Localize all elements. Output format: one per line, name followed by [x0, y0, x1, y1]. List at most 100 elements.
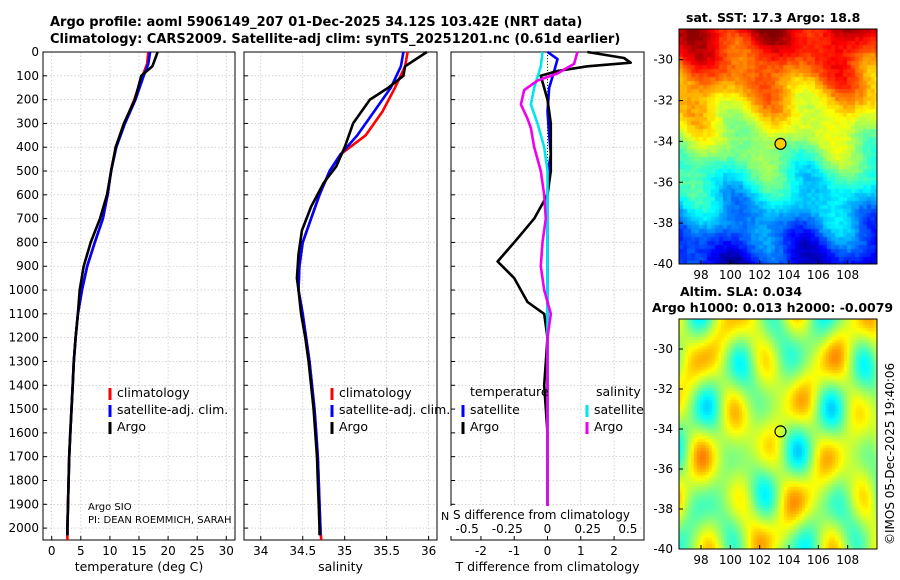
map-y-tick-label: -30	[653, 53, 673, 67]
legend-sal-argo-label: Argo	[594, 419, 623, 434]
top-axis-tick-label: 0.5	[618, 522, 637, 536]
series-line-salinity-argo	[519, 51, 579, 536]
y-tick-label: 400	[16, 140, 39, 154]
y-tick-label: 1700	[8, 450, 39, 464]
sla-map-subtitle: Argo h1000: 0.013 h2000: -0.0079	[652, 300, 894, 315]
top-axis-label: S difference from climatology	[453, 508, 630, 522]
map-x-tick-label: 106	[807, 553, 830, 567]
top-axis-tick-label: 0	[544, 522, 552, 536]
x-tick-label: 30	[219, 544, 234, 558]
x-tick-label: 1	[577, 544, 585, 558]
y-tick-label: 300	[16, 116, 39, 130]
map-x-tick-label: 98	[693, 268, 708, 282]
sla-map-title: Altim. SLA: 0.034	[680, 284, 803, 299]
x-tick-label: 34	[253, 544, 268, 558]
y-tick-label: 700	[16, 212, 39, 226]
top-axis-tick-label: -0.25	[492, 522, 523, 536]
y-tick-label: 1600	[8, 426, 39, 440]
map-x-tick-label: 100	[719, 268, 742, 282]
legend-header-salinity: salinity	[596, 384, 641, 399]
legend-temp-satellite-label: satellite	[470, 402, 520, 417]
x-tick-label: 34.5	[289, 544, 316, 558]
legend-sal-satellite-label: satellite	[594, 402, 644, 417]
map-y-tick-label: -34	[653, 422, 673, 436]
x-tick-label: 35	[337, 544, 352, 558]
series-line-temperature-satellite	[546, 50, 559, 536]
map-frame	[678, 28, 878, 265]
series-line-satellite-adj-clim-	[297, 51, 405, 536]
x-tick-label: 35.5	[373, 544, 400, 558]
axes-frame	[243, 51, 438, 541]
legend-satellite-label: satellite-adj. clim.	[339, 402, 450, 417]
legend-header-temperature: temperature	[470, 384, 549, 399]
x-axis-label: temperature (deg C)	[75, 559, 204, 574]
y-tick-label: 500	[16, 164, 39, 178]
series-line-temperature-argo	[496, 50, 633, 536]
y-tick-label: 100	[16, 69, 39, 83]
x-tick-label: 0	[48, 544, 56, 558]
legend-argo-label: Argo	[117, 419, 146, 434]
y-tick-label: 1100	[8, 307, 39, 321]
x-tick-label: 20	[160, 544, 175, 558]
legend-climatology-label: climatology	[117, 385, 190, 400]
top-axis-tick-label: -0.5	[455, 522, 478, 536]
legend-climatology-label: climatology	[339, 385, 412, 400]
y-tick-label: 1200	[8, 331, 39, 345]
x-tick-label: 5	[77, 544, 85, 558]
series-line-argo	[295, 50, 428, 536]
map-x-tick-label: 108	[836, 268, 859, 282]
y-tick-label: 1400	[8, 378, 39, 392]
map-y-tick-label: -40	[653, 542, 673, 556]
legend-argo-label: Argo	[339, 419, 368, 434]
map-y-tick-label: -38	[653, 216, 673, 230]
map-y-tick-label: -32	[653, 94, 673, 108]
map-x-tick-label: 108	[836, 553, 859, 567]
sla-heatmap	[679, 319, 877, 549]
title-line2: Climatology: CARS2009. Satellite-adj cli…	[50, 32, 621, 47]
title-line1: Argo profile: aoml 5906149_207 01-Dec-20…	[50, 15, 583, 30]
y-tick-label: 1000	[8, 283, 39, 297]
map-x-tick-label: 104	[778, 553, 801, 567]
y-tick-label: 0	[31, 45, 39, 59]
map-y-tick-label: -32	[653, 382, 673, 396]
y-tick-label: 800	[16, 235, 39, 249]
map-y-tick-label: -30	[653, 342, 673, 356]
y-tick-label: 1800	[8, 473, 39, 487]
top-axis-background	[439, 506, 640, 536]
float-pi: PI: DEAN ROEMMICH, SARAH	[88, 515, 232, 526]
x-axis-label: salinity	[318, 559, 363, 574]
map-y-tick-label: -40	[653, 257, 673, 271]
map-y-tick-label: -34	[653, 134, 673, 148]
map-y-tick-label: -38	[653, 502, 673, 516]
legend-satellite-label: satellite-adj. clim.	[117, 402, 228, 417]
map-y-tick-label: -36	[653, 462, 673, 476]
x-axis-label: T difference from climatology	[454, 559, 640, 574]
map-x-tick-label: 98	[693, 553, 708, 567]
map-y-tick-label: -36	[653, 175, 673, 189]
x-tick-label: -1	[508, 544, 520, 558]
argo-location-marker	[774, 137, 787, 150]
series-line-argo	[66, 51, 159, 536]
x-tick-label: -2	[475, 544, 487, 558]
x-tick-label: 36	[421, 544, 436, 558]
x-tick-label: 0	[544, 544, 552, 558]
map-x-tick-label: 102	[748, 553, 771, 567]
y-tick-label: 1300	[8, 354, 39, 368]
map-x-tick-label: 100	[719, 553, 742, 567]
x-tick-label: 25	[190, 544, 205, 558]
x-tick-label: 2	[610, 544, 618, 558]
map-frame	[678, 318, 878, 550]
top-axis-tick-label: 0.25	[574, 522, 601, 536]
y-tick-label: 600	[16, 188, 39, 202]
map-x-tick-label: 102	[748, 268, 771, 282]
sst-map-title: sat. SST: 17.3 Argo: 18.8	[686, 10, 861, 25]
y-tick-label: 1900	[8, 497, 39, 511]
map-x-tick-label: 104	[778, 268, 801, 282]
y-tick-label: 1500	[8, 402, 39, 416]
clipped-letter: N	[441, 510, 449, 523]
argo-location-marker	[774, 425, 787, 438]
axes-frame	[42, 51, 236, 541]
map-x-tick-label: 106	[807, 268, 830, 282]
x-tick-label: 10	[102, 544, 117, 558]
